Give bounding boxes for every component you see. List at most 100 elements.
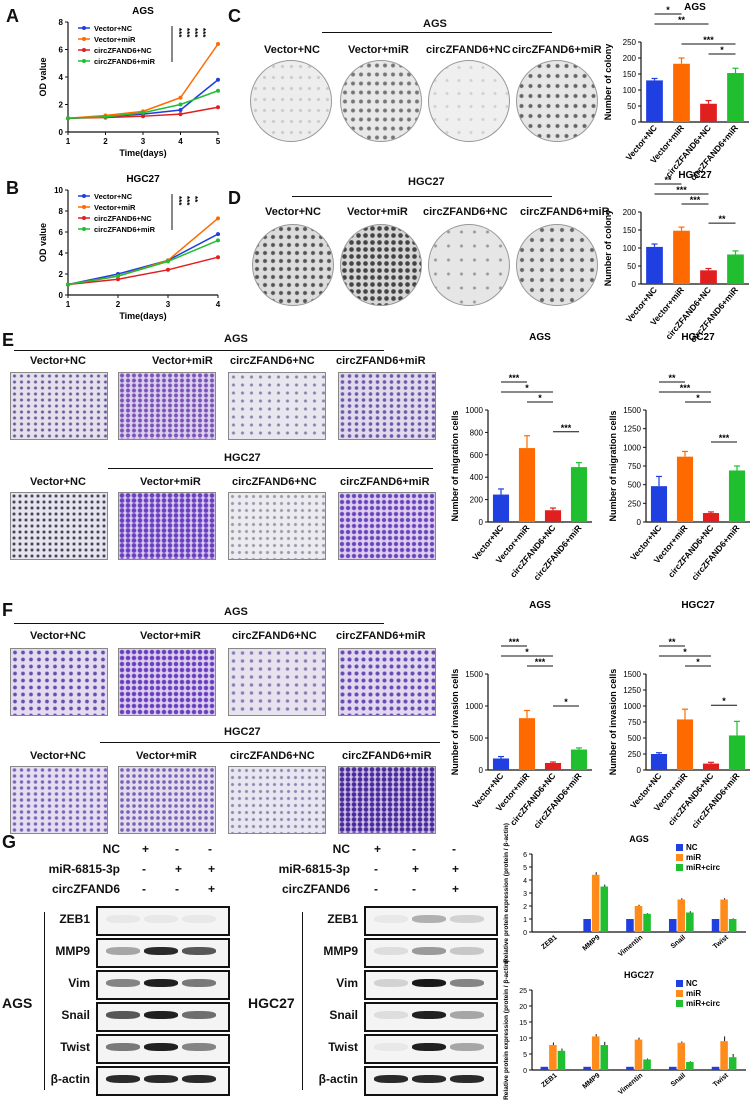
y-tick-label: 100 xyxy=(623,86,637,95)
protein-label: ZEB1 xyxy=(327,912,358,926)
colony-dish xyxy=(340,224,422,306)
bar xyxy=(646,80,663,122)
treatment-label: miR-6815-3p xyxy=(48,862,120,876)
y-tick-label: 250 xyxy=(628,750,642,759)
blot-band xyxy=(450,1011,484,1019)
blot-band xyxy=(450,1043,484,1051)
blot-strip xyxy=(96,906,230,936)
x-tick-label: Twist xyxy=(712,1072,730,1089)
y-tick-label: 0 xyxy=(632,280,637,289)
series-line xyxy=(67,256,219,286)
x-tick-label: MMP9 xyxy=(581,1072,601,1090)
migration-field xyxy=(338,492,436,560)
data-point xyxy=(216,238,220,243)
blot-band xyxy=(412,947,446,955)
treatment-sign: - xyxy=(142,862,146,876)
data-point xyxy=(216,77,220,82)
y-tick-label: 1250 xyxy=(623,686,641,695)
bar xyxy=(518,448,536,522)
legend-label: circZFAND6+miR xyxy=(94,225,156,234)
blot-band xyxy=(374,1011,408,1019)
data-point xyxy=(66,116,70,121)
bar xyxy=(626,919,634,932)
bar xyxy=(711,919,720,932)
y-axis-label: Number of migration cells xyxy=(450,410,460,521)
bar xyxy=(634,906,643,932)
cell-line-bracket xyxy=(302,912,303,1090)
y-axis-label: Number of colony xyxy=(603,44,613,121)
y-tick-label: 800 xyxy=(470,428,484,437)
cell-line-label: AGS xyxy=(2,995,33,1011)
sig-label: * xyxy=(525,383,529,393)
sig-label: *** xyxy=(535,657,546,667)
sig-label: *** xyxy=(561,423,572,433)
bar-chart-migration-ags: AGS 0 200 400 600 800 1000 Number of migration … xyxy=(450,332,592,582)
treatment-sign: - xyxy=(374,862,378,876)
data-point xyxy=(116,274,120,279)
bar xyxy=(728,919,737,932)
y-axis-label: Number of invasion cells xyxy=(450,669,460,776)
protein-label: Snail xyxy=(329,1008,358,1022)
bar xyxy=(668,1066,677,1070)
bar xyxy=(711,1066,720,1070)
f-label-7: circZFAND6+NC xyxy=(230,750,315,762)
legend-label: Vector+miR xyxy=(94,35,136,44)
bar xyxy=(676,719,694,770)
treatment-sign: - xyxy=(452,842,456,856)
treatment-label: circZFAND6 xyxy=(51,882,120,896)
y-tick-label: 200 xyxy=(623,54,637,63)
y-tick-label: 0 xyxy=(637,766,642,775)
treatment-sign: + xyxy=(208,862,216,876)
blot-band xyxy=(374,1075,408,1083)
legend-marker xyxy=(82,59,86,63)
treatment-sign: - xyxy=(175,882,179,896)
data-point xyxy=(216,255,220,260)
f-label-1: Vector+NC xyxy=(30,630,86,642)
x-tick-label: 3 xyxy=(166,300,171,309)
panel-letter-d: D xyxy=(228,188,241,208)
bar xyxy=(720,1041,728,1070)
f-title-line-1 xyxy=(14,623,384,624)
x-tick-label: circZFAND6+NC xyxy=(666,771,716,828)
c-title-line xyxy=(322,32,552,33)
bar xyxy=(676,456,694,522)
bar xyxy=(646,246,663,284)
chart-title: AGS xyxy=(629,834,649,844)
treatment-label: NC xyxy=(102,842,120,856)
y-axis-label: Number of invasion cells xyxy=(608,669,618,776)
y-tick-label: 750 xyxy=(628,462,642,471)
blot-band xyxy=(412,1075,446,1083)
y-tick-label: 0 xyxy=(523,1068,527,1075)
line-chart-ags: AGS 0 2 4 6 8 1 2 3 4 5 Time(days) OD value Vector+NC… xyxy=(38,6,221,158)
bar xyxy=(702,763,720,770)
bar xyxy=(650,486,668,522)
cell-line-bracket xyxy=(44,912,45,1090)
data-point xyxy=(103,114,108,119)
blot-band xyxy=(106,947,140,955)
bar xyxy=(650,754,668,770)
bar xyxy=(728,1057,737,1070)
sig-label: *** xyxy=(182,196,191,206)
blot-band xyxy=(450,979,484,987)
blot-band xyxy=(106,1011,140,1019)
sig-label: * xyxy=(525,647,529,657)
bar xyxy=(686,912,694,932)
e-label-8: circZFAND6+miR xyxy=(340,476,430,488)
c-label-3: circZFAND6+NC xyxy=(426,44,511,56)
bar xyxy=(544,510,562,522)
y-tick-label: 6 xyxy=(523,852,527,859)
f-label-5: Vector+NC xyxy=(30,750,86,762)
legend-label: NC xyxy=(686,979,698,988)
bar xyxy=(557,1050,566,1070)
y-tick-label: 500 xyxy=(628,481,642,490)
bar xyxy=(728,470,746,522)
c-label-2: Vector+miR xyxy=(348,44,409,56)
e-title-line-2 xyxy=(108,468,433,469)
data-point xyxy=(166,267,170,272)
f-label-2: Vector+miR xyxy=(140,630,201,642)
invasion-field xyxy=(338,648,436,716)
sig-label: * xyxy=(666,5,670,15)
x-tick-label: Snail xyxy=(670,1072,687,1088)
sig-label: * xyxy=(564,697,568,707)
treatment-sign: + xyxy=(452,882,460,896)
